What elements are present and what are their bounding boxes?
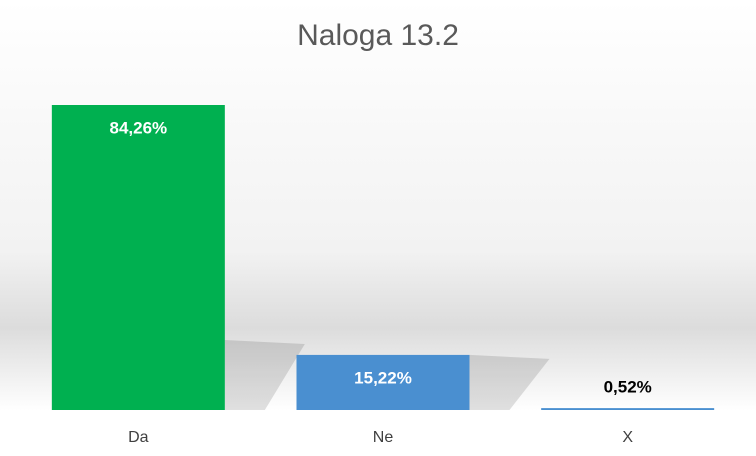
x-tick-label: Da (128, 429, 149, 446)
value-label: 0,52% (604, 378, 652, 397)
bar-shadow (469, 354, 550, 410)
value-label: 15,22% (354, 368, 412, 387)
x-tick-label: Ne (373, 429, 394, 446)
chart-title: Naloga 13.2 (297, 19, 459, 52)
bar-shadow (224, 340, 305, 410)
bar (541, 408, 715, 410)
bar (51, 105, 225, 410)
x-tick-label: X (622, 429, 633, 446)
bar (296, 354, 470, 410)
value-label: 84,26% (109, 118, 167, 137)
